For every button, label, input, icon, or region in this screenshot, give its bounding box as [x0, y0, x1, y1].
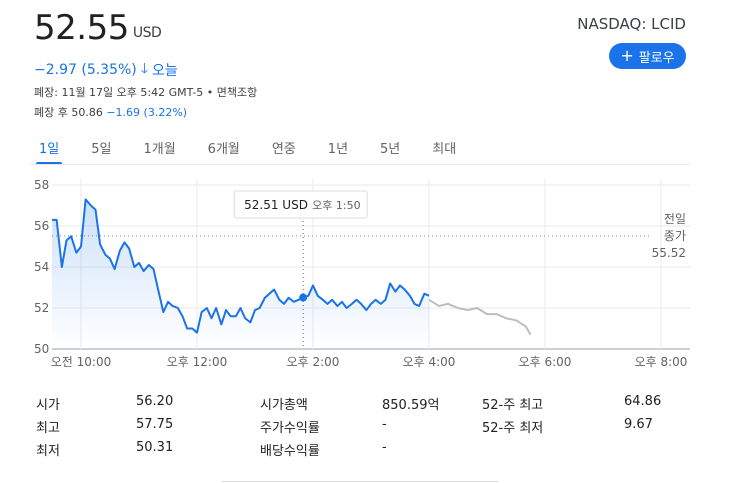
follow-label: 팔로우 — [638, 50, 675, 66]
tab-7[interactable]: 최대 — [432, 142, 457, 157]
after-hours-change: −1.69 (3.22%) — [106, 106, 188, 119]
tooltip-box — [233, 190, 368, 219]
y-tick-label: 58 — [34, 178, 49, 192]
x-tick-label: 오후 8:00 — [635, 355, 688, 369]
tab-5[interactable]: 1년 — [327, 142, 349, 157]
tooltip-time: 오후 1:50 — [312, 199, 360, 212]
y-tick-label: 50 — [34, 342, 49, 356]
x-tick-label: 오후 2:00 — [287, 355, 340, 369]
y-tick-label: 54 — [34, 260, 49, 274]
stat-value: 57.75 — [136, 417, 174, 432]
tab-1[interactable]: 5일 — [91, 142, 112, 157]
x-tick-label: 오전 10:00 — [51, 355, 111, 369]
market-closed-info: 폐장: 11월 17일 오후 5:42 GMT-5 • 면책조항 — [34, 86, 258, 99]
change-period: 오늘 — [152, 63, 178, 79]
current-price: 52.55 USD — [34, 8, 162, 48]
tab-2[interactable]: 1개월 — [143, 142, 176, 157]
area-fill — [52, 199, 429, 349]
hover-point — [299, 293, 308, 302]
after-hours-price: 폐장 후 50.86 — [34, 106, 103, 119]
arrow-down-icon: 🡓 — [140, 61, 149, 77]
x-tick-label: 오후 4:00 — [403, 355, 456, 369]
previous-close-label: 전일 — [664, 212, 686, 226]
range-tabs: 1일 5일 1개월 6개월 연중 1년 5년 최대 — [30, 138, 479, 165]
stat-value: - — [382, 440, 387, 455]
stat-label: 52-주 최저 — [482, 421, 544, 436]
tooltip-price: 52.51 USD — [244, 198, 308, 212]
stat-value: 850.59억 — [382, 398, 440, 413]
stat-label: 최고 — [36, 421, 60, 436]
tabs-divider — [30, 164, 690, 165]
regular-session-line — [52, 198, 430, 334]
x-tick-label: 오후 12:00 — [167, 355, 227, 369]
stat-value: 64.86 — [624, 394, 662, 409]
stat-label: 52-주 최고 — [482, 398, 544, 413]
price-change: −2.97 (5.35%) 🡓 오늘 — [34, 58, 178, 82]
previous-close-value: 55.52 — [652, 246, 686, 260]
stat-label: 시가총액 — [260, 398, 308, 413]
after-hours-info: 폐장 후 50.86 −1.69 (3.22%) — [34, 104, 187, 120]
stat-label: 시가 — [36, 398, 60, 413]
previous-close-label: 종가 — [664, 229, 686, 243]
change-value: −2.97 (5.35%) — [34, 62, 137, 78]
stat-value: 56.20 — [136, 394, 174, 409]
tab-0[interactable]: 1일 — [30, 138, 68, 165]
stat-label: 배당수익률 — [260, 444, 320, 459]
tab-3[interactable]: 6개월 — [207, 142, 240, 157]
y-tick-label: 52 — [34, 301, 49, 315]
after-hours-line — [428, 298, 532, 336]
currency-label: USD — [132, 25, 162, 41]
stat-value: - — [382, 417, 387, 432]
stat-label: 최저 — [36, 444, 60, 459]
stat-value: 9.67 — [624, 417, 653, 432]
stat-value: 50.31 — [136, 440, 174, 455]
price-value: 52.55 — [34, 8, 129, 48]
tab-4[interactable]: 연중 — [271, 142, 296, 157]
exchange-ticker: NASDAQ: LCID — [577, 15, 686, 33]
tab-6[interactable]: 5년 — [380, 142, 401, 157]
bottom-divider — [222, 481, 498, 482]
stat-label: 주가수익률 — [260, 421, 320, 436]
x-tick-label: 오후 6:00 — [519, 355, 572, 369]
y-tick-label: 56 — [34, 219, 49, 233]
plus-icon: + — [620, 46, 634, 65]
follow-button[interactable]: + 팔로우 — [609, 43, 686, 69]
